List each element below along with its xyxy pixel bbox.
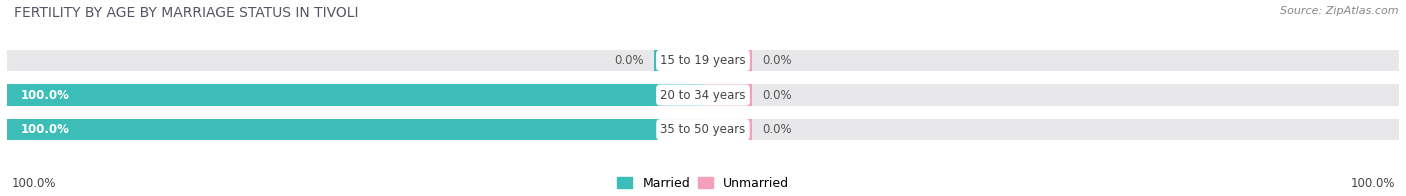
Bar bbox=[703, 119, 752, 140]
Bar bbox=[703, 50, 752, 71]
Bar bbox=[7, 84, 703, 106]
Text: 15 to 19 years: 15 to 19 years bbox=[661, 54, 745, 67]
Text: 0.0%: 0.0% bbox=[762, 123, 792, 136]
Text: 35 to 50 years: 35 to 50 years bbox=[661, 123, 745, 136]
Bar bbox=[7, 50, 703, 71]
Bar bbox=[703, 119, 1399, 140]
Bar bbox=[7, 119, 703, 140]
Legend: Married, Unmarried: Married, Unmarried bbox=[612, 172, 794, 195]
Text: 0.0%: 0.0% bbox=[614, 54, 644, 67]
Text: 20 to 34 years: 20 to 34 years bbox=[661, 89, 745, 102]
Text: 100.0%: 100.0% bbox=[1350, 177, 1395, 190]
Text: 0.0%: 0.0% bbox=[762, 89, 792, 102]
Bar bbox=[654, 50, 703, 71]
Bar bbox=[703, 84, 1399, 106]
Text: 100.0%: 100.0% bbox=[21, 89, 70, 102]
Bar bbox=[703, 50, 1399, 71]
Bar bbox=[7, 84, 703, 106]
Text: FERTILITY BY AGE BY MARRIAGE STATUS IN TIVOLI: FERTILITY BY AGE BY MARRIAGE STATUS IN T… bbox=[14, 6, 359, 20]
Bar bbox=[703, 84, 752, 106]
Text: 100.0%: 100.0% bbox=[11, 177, 56, 190]
Bar bbox=[7, 119, 703, 140]
Text: Source: ZipAtlas.com: Source: ZipAtlas.com bbox=[1281, 6, 1399, 16]
Text: 0.0%: 0.0% bbox=[762, 54, 792, 67]
Text: 100.0%: 100.0% bbox=[21, 123, 70, 136]
